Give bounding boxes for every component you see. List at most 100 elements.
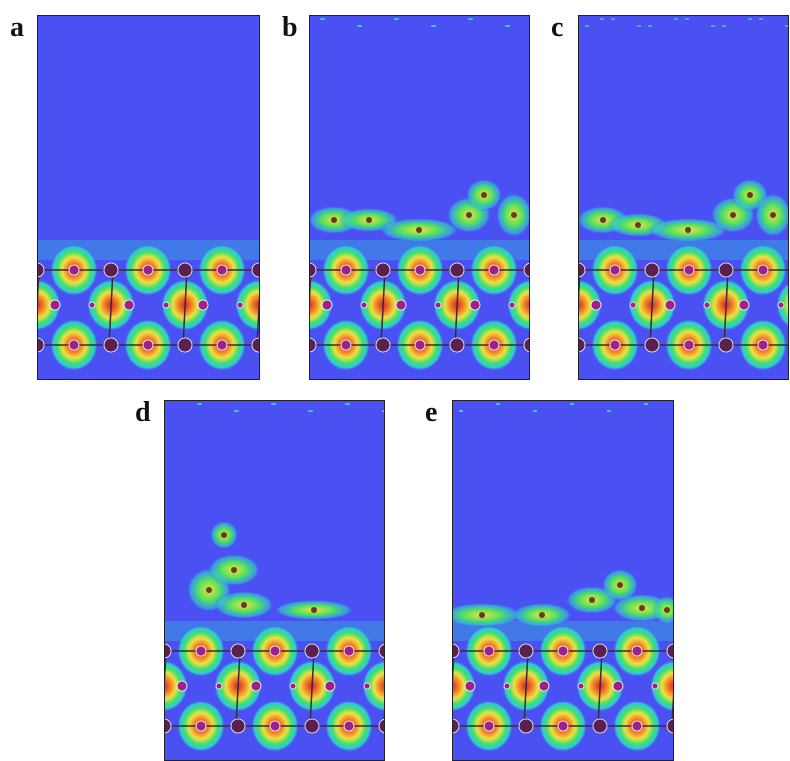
panel-label: d bbox=[135, 397, 151, 428]
atom bbox=[178, 338, 192, 352]
atom bbox=[251, 681, 261, 691]
elf-blob bbox=[399, 625, 447, 677]
noise bbox=[496, 403, 500, 405]
noise bbox=[395, 18, 399, 20]
atom bbox=[399, 681, 409, 691]
atom bbox=[665, 300, 675, 310]
noise bbox=[459, 410, 463, 412]
atom bbox=[593, 644, 607, 658]
elf-blob bbox=[103, 625, 151, 677]
atom bbox=[196, 646, 206, 656]
elf-blob bbox=[0, 244, 24, 296]
elf-blob bbox=[0, 319, 24, 371]
molecule-atom bbox=[231, 567, 237, 573]
molecule-atom bbox=[664, 607, 670, 613]
elf-blob bbox=[399, 700, 447, 752]
molecule-atom bbox=[770, 212, 776, 218]
elf-blob bbox=[695, 625, 743, 677]
elf-blob bbox=[687, 625, 735, 677]
atom bbox=[376, 338, 390, 352]
molecule-atom bbox=[416, 227, 422, 233]
atom bbox=[484, 646, 494, 656]
atom bbox=[341, 340, 351, 350]
atom bbox=[361, 302, 367, 308]
atom bbox=[489, 340, 499, 350]
noise bbox=[711, 25, 715, 27]
noise bbox=[432, 25, 436, 27]
atom bbox=[415, 340, 425, 350]
atom bbox=[450, 338, 464, 352]
atom bbox=[178, 263, 192, 277]
panel-label: a bbox=[10, 12, 24, 43]
atom bbox=[198, 300, 208, 310]
molecule-atom bbox=[685, 227, 691, 233]
atom bbox=[290, 683, 296, 689]
panel-content bbox=[354, 400, 790, 761]
atom bbox=[719, 338, 733, 352]
atom bbox=[704, 302, 710, 308]
noise bbox=[600, 18, 604, 20]
molecule-atom bbox=[747, 192, 753, 198]
noise bbox=[533, 410, 537, 412]
noise bbox=[198, 403, 202, 405]
atom bbox=[610, 265, 620, 275]
molecule-atom bbox=[466, 212, 472, 218]
atom bbox=[645, 263, 659, 277]
molecule-atom bbox=[635, 222, 641, 228]
atom bbox=[270, 646, 280, 656]
atom bbox=[322, 300, 332, 310]
atom bbox=[237, 302, 243, 308]
noise bbox=[611, 18, 615, 20]
atom bbox=[143, 265, 153, 275]
atom bbox=[376, 263, 390, 277]
elf-blob bbox=[761, 700, 790, 752]
atom bbox=[591, 300, 601, 310]
atom bbox=[470, 300, 480, 310]
elf-blob bbox=[687, 700, 735, 752]
molecule-atom bbox=[539, 612, 545, 618]
atom bbox=[177, 681, 187, 691]
atom bbox=[578, 683, 584, 689]
atom bbox=[630, 302, 636, 308]
atom bbox=[69, 265, 79, 275]
atom bbox=[435, 302, 441, 308]
noise bbox=[309, 410, 313, 412]
atom bbox=[593, 719, 607, 733]
atom bbox=[524, 263, 538, 277]
atom bbox=[544, 300, 554, 310]
atom bbox=[687, 681, 697, 691]
atom bbox=[379, 719, 393, 733]
noise bbox=[607, 410, 611, 412]
noise bbox=[748, 18, 752, 20]
atom bbox=[613, 681, 623, 691]
molecule-atom bbox=[311, 607, 317, 613]
molecule-atom bbox=[481, 192, 487, 198]
noise bbox=[674, 18, 678, 20]
molecule-atom bbox=[366, 217, 372, 223]
atom bbox=[778, 302, 784, 308]
atom bbox=[645, 338, 659, 352]
noise bbox=[321, 18, 325, 20]
atom bbox=[231, 644, 245, 658]
panel-label: b bbox=[282, 12, 298, 43]
molecule-atom bbox=[639, 605, 645, 611]
noise bbox=[346, 403, 350, 405]
noise bbox=[570, 403, 574, 405]
atom bbox=[143, 340, 153, 350]
panel-label: e bbox=[425, 397, 437, 428]
elf-blob bbox=[724, 660, 772, 712]
noise bbox=[685, 18, 689, 20]
atom bbox=[104, 263, 118, 277]
atom bbox=[684, 265, 694, 275]
atom bbox=[539, 681, 549, 691]
atom bbox=[379, 644, 393, 658]
molecule-atom bbox=[221, 532, 227, 538]
atom bbox=[758, 340, 768, 350]
molecule-atom bbox=[241, 602, 247, 608]
atom bbox=[344, 646, 354, 656]
atom bbox=[196, 721, 206, 731]
atom bbox=[216, 683, 222, 689]
atom bbox=[484, 721, 494, 731]
atom bbox=[104, 338, 118, 352]
noise bbox=[722, 25, 726, 27]
